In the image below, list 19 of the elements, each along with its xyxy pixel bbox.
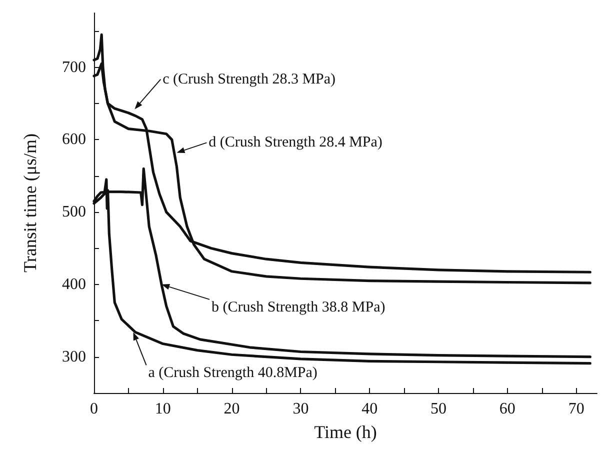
- y-tick-label: 300: [62, 348, 86, 366]
- y-tick-label: 700: [62, 58, 86, 76]
- y-tick-label: 500: [62, 204, 86, 221]
- x-tick-label: 70: [568, 400, 584, 418]
- x-tick-label: 0: [90, 400, 98, 418]
- annotation: d (Crush Strength 28.4 MPa): [208, 134, 382, 151]
- y-axis-title: Transit time (μs/m): [20, 134, 40, 272]
- annotation: c (Crush Strength 28.3 MPa): [162, 71, 336, 88]
- annotation: a (Crush Strength 40.8MPa): [148, 365, 318, 382]
- x-tick-label: 30: [292, 400, 309, 418]
- x-tick-label: 40: [362, 400, 378, 418]
- x-tick-label: 10: [154, 400, 171, 418]
- y-tick-label: 600: [62, 131, 86, 148]
- annotation: b (Crush Strength 38.8 MPa): [212, 299, 386, 316]
- x-axis-title: Time (h): [314, 422, 377, 442]
- x-tick-label: 50: [430, 400, 447, 418]
- x-tick-label: 20: [224, 400, 240, 418]
- y-tick-label: 400: [62, 276, 86, 293]
- x-tick-label: 60: [499, 400, 516, 418]
